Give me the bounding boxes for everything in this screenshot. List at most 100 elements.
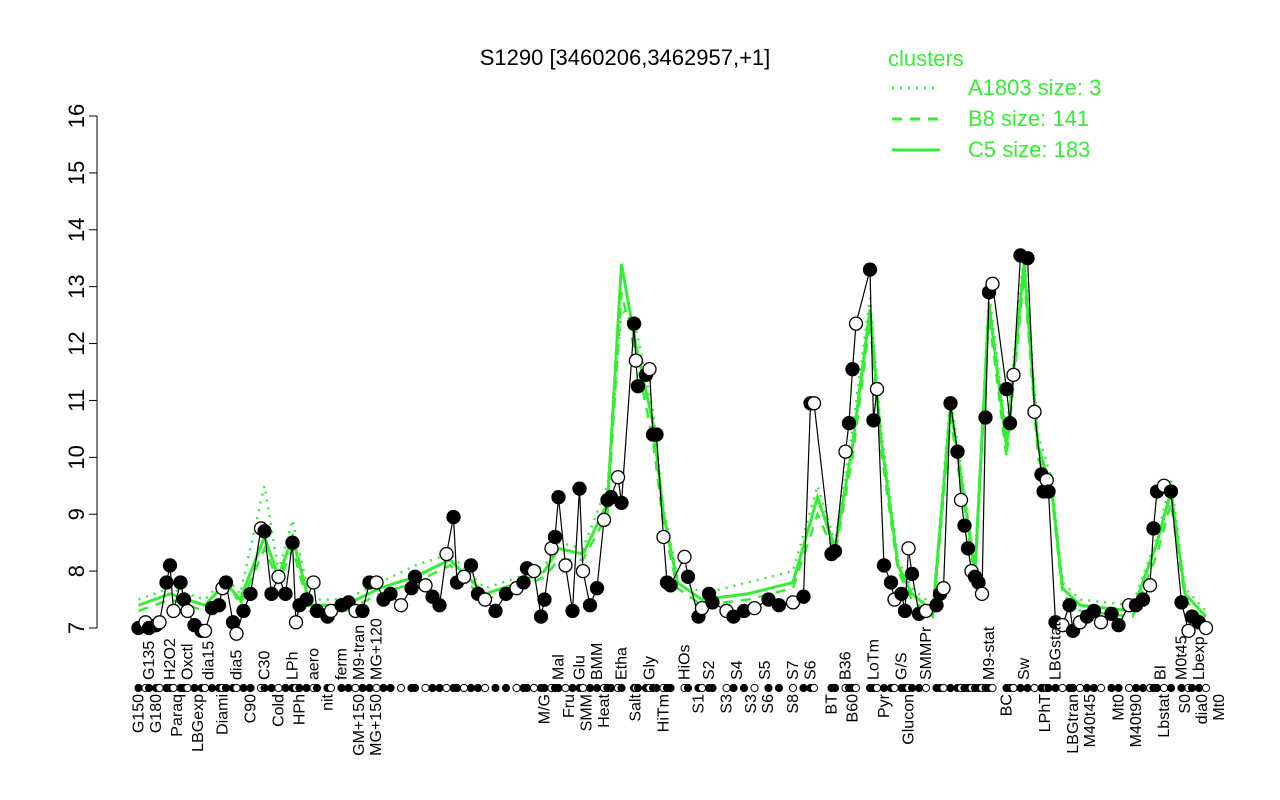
data-point (883, 575, 899, 590)
rug-mark (1177, 683, 1186, 693)
x-label-upper: BI (1153, 665, 1170, 680)
x-label-lower: Heat (596, 693, 613, 727)
rug-mark (592, 683, 602, 693)
x-label-upper: Sw (1016, 657, 1033, 680)
rug-mark (396, 683, 406, 693)
data-point (862, 262, 878, 277)
rug-mark (1166, 683, 1176, 693)
x-label-upper: S4 (729, 660, 746, 680)
rug-mark (1201, 683, 1211, 693)
data-point (677, 549, 692, 565)
x-label-upper: Gly (642, 656, 659, 680)
rug-mark (1107, 683, 1116, 693)
data-point (705, 595, 720, 610)
data-point (1041, 484, 1056, 499)
x-label-upper: H2O2 (162, 638, 179, 680)
data-point (806, 396, 822, 411)
data-point (355, 603, 370, 619)
data-point (1093, 615, 1109, 630)
data-point (152, 615, 167, 630)
data-point (642, 362, 657, 377)
rug-mark (344, 683, 353, 693)
rug-mark (442, 683, 451, 693)
data-point (432, 598, 447, 613)
x-label-lower: Paraq (169, 694, 186, 737)
y-axis: 7 8 9 10 11 12 13 14 15 16 (64, 104, 98, 634)
data-point (974, 586, 990, 602)
rug-mark (988, 683, 997, 693)
data-point (985, 276, 1000, 291)
rug-mark (666, 683, 675, 693)
rug-mark (683, 683, 693, 693)
data-point (901, 541, 916, 556)
rug-mark (872, 683, 882, 693)
x-label-lower: S3 (719, 694, 736, 714)
data-point (1163, 484, 1179, 499)
data-point (1020, 251, 1035, 266)
x-label-upper: S6 (803, 660, 820, 680)
rug-mark (1023, 683, 1032, 693)
data-point (558, 558, 573, 573)
rug-mark (879, 683, 889, 693)
rug-mark (379, 683, 388, 693)
x-label-upper: LoTm (866, 639, 883, 680)
x-label-lower: B60 (845, 694, 862, 723)
data-point (257, 524, 272, 539)
rug-mark (351, 683, 360, 693)
rug-mark (809, 683, 819, 693)
rug-mark (512, 683, 521, 693)
legend-entry: A1803 size: 3 (968, 75, 1101, 100)
data-point (978, 410, 993, 425)
x-label-lower: HPh (292, 694, 309, 725)
legend: clusters A1803 size: 3 B8 size: 141 C5 siz… (888, 46, 1101, 162)
rug-mark (274, 683, 283, 693)
rug-mark (466, 683, 476, 693)
y-tick-label: 15 (64, 161, 89, 185)
data-point (407, 569, 423, 584)
x-label-upper: LBGstat (1048, 622, 1065, 680)
rug-mark (914, 683, 924, 693)
rug-mark (722, 683, 731, 693)
rug-mark (169, 683, 178, 693)
rug-mark (281, 683, 290, 693)
rug-mark (428, 683, 437, 693)
data-point (999, 381, 1014, 397)
rug-mark (312, 683, 322, 693)
x-label-upper: S7 (785, 660, 802, 680)
rug-mark (267, 683, 276, 693)
rug-mark (260, 683, 269, 693)
y-tick-label: 13 (64, 274, 89, 298)
x-label-upper: dia15 (201, 641, 218, 680)
rug-mark (652, 683, 661, 693)
data-point (299, 592, 314, 607)
cluster-line-c5 (137, 263, 1208, 618)
rug-mark (529, 683, 539, 693)
data-point (1104, 606, 1119, 621)
rug-mark (750, 683, 759, 693)
rug-mark (1138, 683, 1148, 693)
data-point (1181, 623, 1196, 638)
rug-mark (1075, 683, 1085, 693)
rug-mark (1068, 683, 1078, 693)
data-point (1146, 521, 1161, 536)
rug-mark (890, 683, 899, 693)
rug-mark (1131, 683, 1141, 693)
y-tick-label: 8 (64, 565, 89, 577)
x-label-lower: G180 (148, 694, 165, 733)
x-label-lower: S8 (785, 694, 802, 714)
x-axis-labels: G135 H2O2 Oxctl dia15 dia5 C30 LPh aero ferm M9-t… (131, 618, 1229, 756)
x-label-upper: SMMPr (918, 626, 935, 680)
x-label-lower: Diami (215, 694, 232, 735)
rug-mark (452, 683, 462, 693)
rug-mark (491, 683, 500, 693)
x-label-lower: G150 (131, 694, 148, 733)
data-point (796, 589, 811, 604)
data-point (393, 598, 409, 613)
data-point (288, 615, 304, 630)
rug-mark (729, 683, 738, 693)
data-point (649, 427, 664, 442)
data-point (1135, 592, 1151, 607)
data-point (383, 586, 398, 602)
rug-mark (540, 683, 549, 693)
legend-title: clusters (888, 46, 964, 71)
